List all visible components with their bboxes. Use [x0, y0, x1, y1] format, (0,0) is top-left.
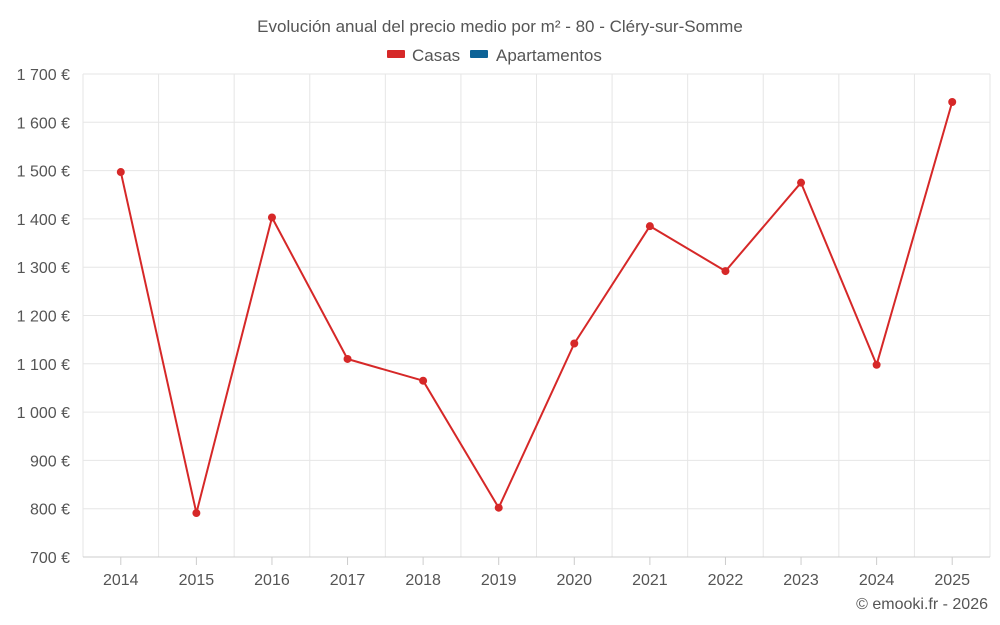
chart-title: Evolución anual del precio medio por m² …: [257, 17, 743, 36]
y-tick-label: 1 100 €: [17, 357, 70, 374]
data-point-casas-2024[interactable]: [872, 360, 881, 369]
data-point-casas-2017[interactable]: [343, 354, 352, 363]
data-point-casas-2023[interactable]: [797, 178, 806, 187]
legend-swatch-casas[interactable]: [387, 50, 405, 58]
y-tick-label: 1 300 €: [17, 260, 70, 277]
x-tick-label: 2017: [330, 572, 366, 589]
x-tick-label: 2023: [783, 572, 819, 589]
y-tick-label: 1 200 €: [17, 309, 70, 326]
series-line-casas[interactable]: [119, 101, 954, 514]
y-tick-label: 1 400 €: [17, 212, 70, 229]
x-tick-label: 2020: [556, 572, 592, 589]
y-tick-label: 700 €: [30, 550, 70, 567]
x-tick-label: 2015: [179, 572, 215, 589]
x-tick-label: 2018: [405, 572, 441, 589]
grid: [82, 73, 991, 557]
data-point-casas-2021[interactable]: [645, 222, 654, 231]
data-point-casas-2014[interactable]: [116, 168, 125, 177]
y-tick-label: 1 000 €: [17, 405, 70, 422]
data-point-casas-2018[interactable]: [419, 376, 428, 385]
credit-text[interactable]: © emooki.fr - 2026: [856, 596, 988, 613]
data-point-casas-2022[interactable]: [721, 267, 730, 276]
x-tick-label: 2024: [859, 572, 895, 589]
data-point-casas-2019[interactable]: [494, 503, 503, 512]
y-tick-label: 900 €: [30, 453, 70, 470]
legend-label-apartamentos[interactable]: Apartamentos: [496, 46, 602, 65]
legend-label-casas[interactable]: Casas: [412, 46, 460, 65]
data-point-casas-2025[interactable]: [948, 98, 957, 107]
x-tick-label: 2014: [103, 572, 139, 589]
data-point-casas-2015[interactable]: [192, 509, 201, 518]
x-tick-label: 2025: [934, 572, 970, 589]
data-point-casas-2016[interactable]: [267, 213, 276, 222]
legend: Casas Apartamentos: [387, 46, 602, 65]
axes: 700 € 800 € 900 € 1 000 € 1 100 € 1 200 € 1 30…: [17, 67, 990, 589]
y-tick-label: 800 €: [30, 502, 70, 519]
legend-swatch-apartamentos[interactable]: [470, 50, 488, 58]
x-tick-label: 2016: [254, 572, 290, 589]
y-tick-label: 1 600 €: [17, 115, 70, 132]
y-tick-label: 1 700 €: [17, 67, 70, 84]
series-layer: [116, 98, 957, 518]
data-point-casas-2020[interactable]: [570, 339, 579, 348]
x-tick-label: 2022: [708, 572, 744, 589]
y-tick-label: 1 500 €: [17, 164, 70, 181]
x-tick-label: 2021: [632, 572, 668, 589]
x-tick-label: 2019: [481, 572, 517, 589]
